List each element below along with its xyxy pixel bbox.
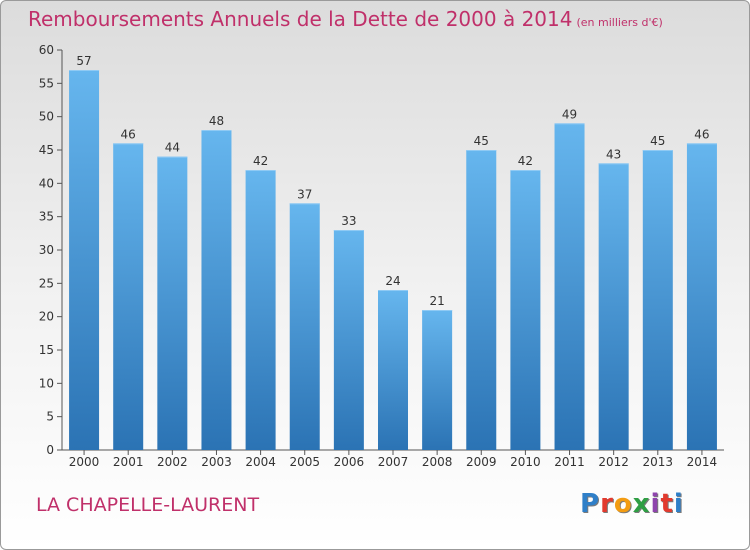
x-tick-label-2002: 2002 <box>157 455 188 469</box>
bar-2012 <box>598 163 629 451</box>
y-tick-label: 10 <box>39 376 54 390</box>
value-label-2012: 43 <box>606 147 621 161</box>
x-tick-label-2007: 2007 <box>378 455 409 469</box>
x-tick-label-2009: 2009 <box>466 455 497 469</box>
y-tick-label: 40 <box>39 176 54 190</box>
x-tick-label-2001: 2001 <box>113 455 144 469</box>
x-tick-label-2014: 2014 <box>687 455 718 469</box>
bar-2011 <box>554 123 585 450</box>
value-label-2000: 57 <box>76 54 91 68</box>
bar-2006 <box>333 230 364 450</box>
bar-2002 <box>157 156 188 450</box>
x-tick-label-2003: 2003 <box>201 455 232 469</box>
logo-letter: P <box>580 489 601 519</box>
logo-letter: x <box>632 489 651 519</box>
x-tick-label-2008: 2008 <box>422 455 453 469</box>
x-tick-label-2010: 2010 <box>510 455 541 469</box>
y-tick-label: 45 <box>39 143 54 157</box>
y-tick-label: 60 <box>39 43 54 57</box>
y-tick-label: 15 <box>39 343 54 357</box>
x-tick-label-2013: 2013 <box>643 455 674 469</box>
proxiti-logo[interactable]: Proxiti <box>580 489 684 519</box>
bar-2009 <box>466 150 497 450</box>
value-label-2008: 21 <box>429 294 444 308</box>
x-tick-label-2011: 2011 <box>554 455 585 469</box>
bar-2003 <box>201 130 232 450</box>
y-tick-label: 50 <box>39 110 54 124</box>
bar-2013 <box>642 150 673 450</box>
value-label-2003: 48 <box>209 114 224 128</box>
y-tick-label: 5 <box>46 410 54 424</box>
y-tick-label: 30 <box>39 243 54 257</box>
y-tick-label: 55 <box>39 76 54 90</box>
bar-2005 <box>289 203 320 450</box>
value-label-2002: 44 <box>165 141 180 155</box>
bar-2007 <box>378 290 408 450</box>
value-label-2007: 24 <box>385 274 400 288</box>
bar-2014 <box>686 143 717 451</box>
y-tick-label: 0 <box>46 443 54 457</box>
value-label-2014: 46 <box>694 127 709 141</box>
value-label-2010: 42 <box>518 154 533 168</box>
x-tick-label-2006: 2006 <box>334 455 365 469</box>
logo-letter: i <box>673 489 684 519</box>
value-label-2005: 37 <box>297 187 312 201</box>
logo-letter: r <box>600 489 614 519</box>
bar-2010 <box>510 170 541 450</box>
logo-letter: i <box>650 489 661 519</box>
y-tick-label: 20 <box>39 310 54 324</box>
bars: 57 46 44 48 42 37 33 24 21 45 42 49 43 45 46 <box>69 54 717 451</box>
value-label-2013: 45 <box>650 134 665 148</box>
chart-title: Remboursements Annuels de la Dette de 20… <box>28 7 663 31</box>
x-tick-label-2012: 2012 <box>598 455 629 469</box>
y-tick-label: 35 <box>39 210 54 224</box>
x-tick-label-2005: 2005 <box>289 455 320 469</box>
bar-2008 <box>422 310 453 450</box>
bar-2000 <box>69 70 100 450</box>
logo-letter: t <box>660 489 674 519</box>
y-tick-label: 25 <box>39 276 54 290</box>
chart-title-text: Remboursements Annuels de la Dette de 20… <box>28 7 573 31</box>
bar-2004 <box>245 170 276 450</box>
chart-unit: (en milliers d'€) <box>576 16 663 29</box>
bar-2001 <box>113 143 144 451</box>
place-name: LA CHAPELLE-LAURENT <box>36 494 260 516</box>
value-label-2009: 45 <box>474 134 489 148</box>
value-label-2011: 49 <box>562 107 577 121</box>
x-tick-label-2000: 2000 <box>69 455 100 469</box>
value-label-2006: 33 <box>341 214 356 228</box>
value-label-2004: 42 <box>253 154 268 168</box>
logo-letter: o <box>613 489 633 519</box>
x-tick-label-2004: 2004 <box>245 455 276 469</box>
value-label-2001: 46 <box>121 127 136 141</box>
